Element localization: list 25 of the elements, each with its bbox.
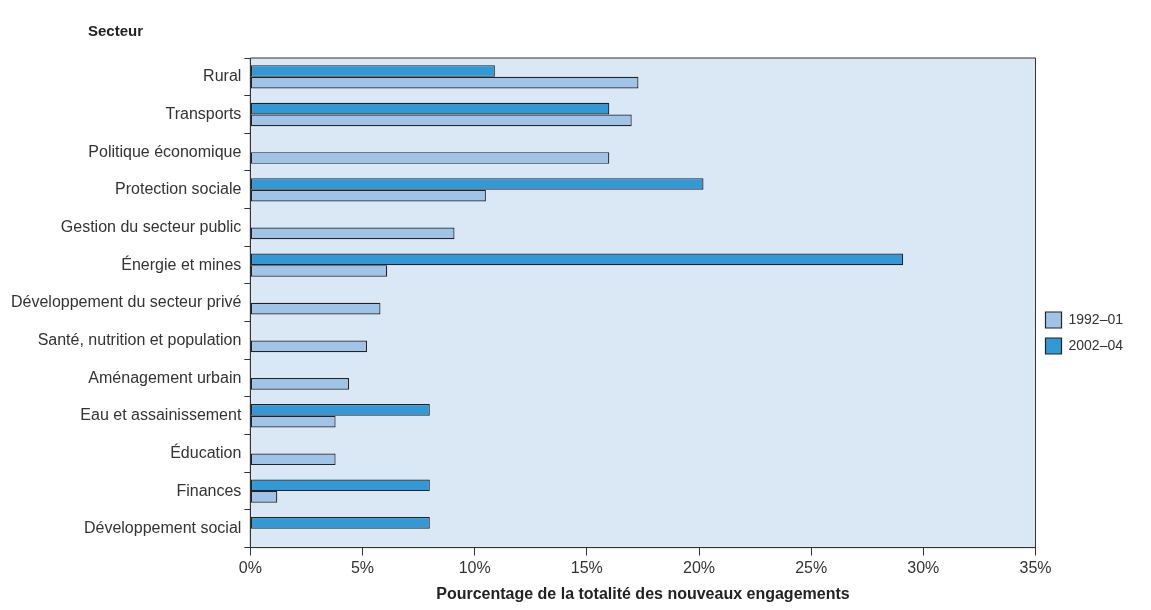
y-tick-label: Gestion du secteur public <box>60 217 242 235</box>
y-tick-label: Santé, nutrition et population <box>37 330 242 348</box>
x-tick-label: 30% <box>907 558 940 576</box>
y-tick-label: Développement du secteur privé <box>10 293 242 311</box>
y-tick-label: Éducation <box>170 442 242 461</box>
y-tick-label: Rural <box>203 67 242 85</box>
legend-label: 2002–04 <box>1068 336 1124 353</box>
y-axis-title: Secteur <box>88 22 144 39</box>
legend-label: 1992–01 <box>1068 310 1124 327</box>
x-axis-title: Pourcentage de la totalité des nouveaux engagements <box>436 584 850 602</box>
y-tick-label: Protection sociale <box>115 180 242 198</box>
y-tick-label: Finances <box>176 481 242 499</box>
x-tick-label: 0% <box>238 558 262 576</box>
x-tick-label: 25% <box>795 558 828 576</box>
y-tick-label: Développement social <box>83 519 242 537</box>
y-tick-label: Eau et assainissement <box>80 406 242 424</box>
x-tick-label: 15% <box>570 558 603 576</box>
x-tick-label: 10% <box>458 558 491 576</box>
x-tick-label: 35% <box>1019 558 1052 576</box>
y-tick-label: Politique économique <box>88 142 242 160</box>
y-tick-label: Énergie et mines <box>121 254 242 273</box>
x-tick-label: 20% <box>682 558 716 576</box>
x-tick-label: 5% <box>350 558 375 576</box>
y-tick-label: Aménagement urbain <box>88 368 242 386</box>
y-tick-label: Transports <box>165 104 242 122</box>
